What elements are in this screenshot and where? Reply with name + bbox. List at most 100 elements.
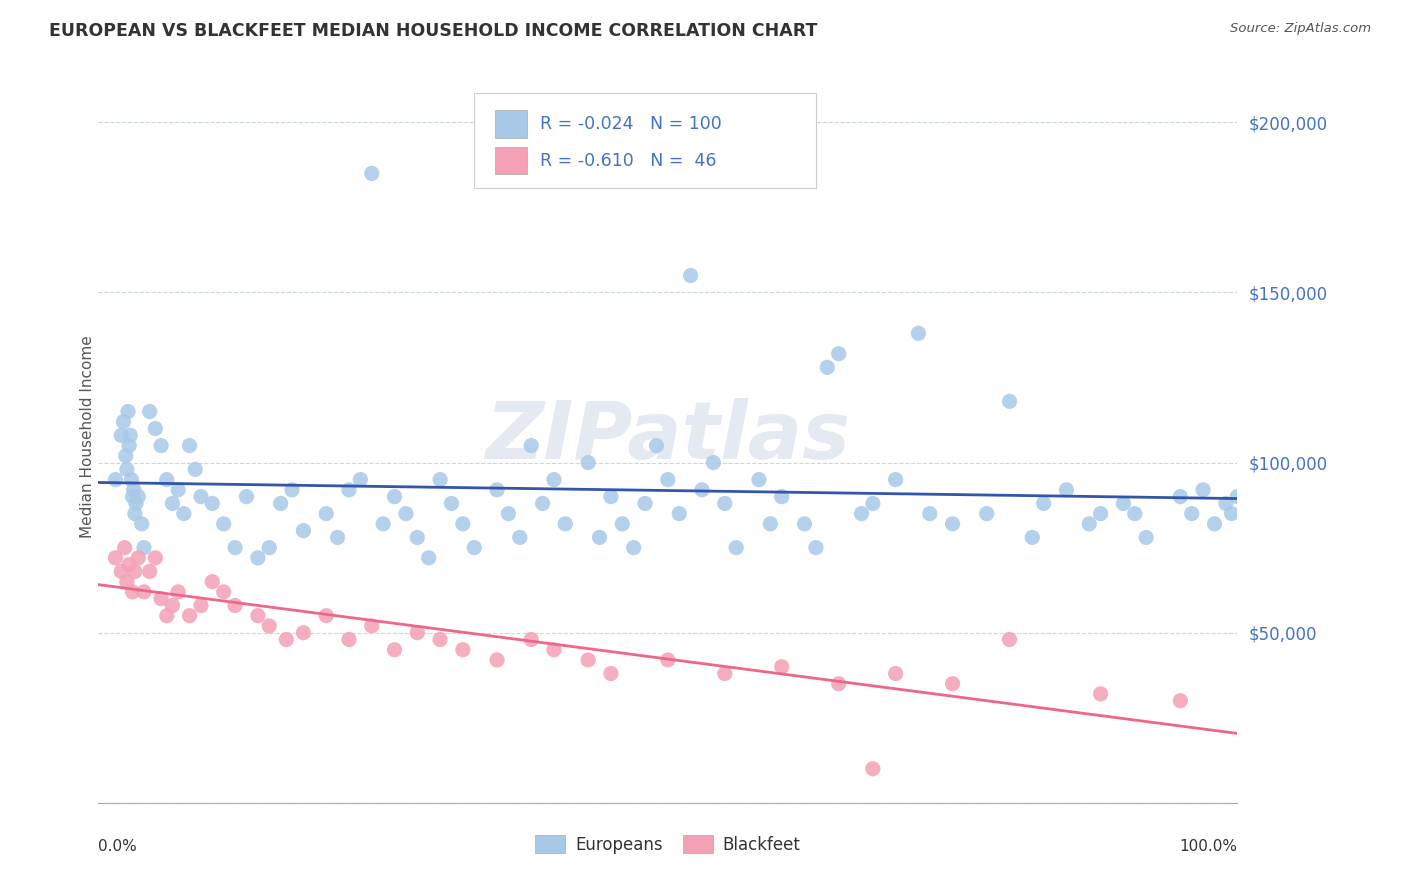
Point (259, 541, 281, 555)
Point (1220, 507, 1243, 521)
Point (173, 507, 195, 521)
Point (600, 666, 623, 681)
Point (645, 439, 668, 453)
Point (292, 625, 315, 640)
Point (124, 507, 146, 521)
Point (104, 473, 127, 487)
Point (862, 762, 884, 776)
Point (179, 608, 201, 623)
FancyBboxPatch shape (495, 110, 527, 138)
Point (759, 516, 782, 531)
Point (212, 516, 235, 531)
Point (998, 632, 1021, 647)
Point (138, 565, 160, 579)
Point (384, 642, 406, 657)
Point (576, 456, 599, 470)
Point (1170, 490, 1192, 504)
Point (179, 439, 201, 453)
Point (815, 360, 838, 375)
Point (942, 677, 965, 691)
Point (360, 619, 382, 633)
Point (127, 550, 149, 565)
Point (907, 326, 929, 341)
Point (270, 496, 292, 510)
Text: R = -0.024   N = 100: R = -0.024 N = 100 (540, 115, 723, 133)
Point (246, 550, 269, 565)
Point (1192, 483, 1215, 497)
Point (1090, 687, 1112, 701)
Point (690, 483, 713, 497)
Point (498, 507, 520, 521)
Point (1135, 531, 1157, 545)
Point (281, 483, 304, 497)
Point (451, 516, 474, 531)
Point (190, 599, 212, 613)
Point (576, 653, 599, 667)
Point (748, 473, 770, 487)
Point (702, 456, 724, 470)
Point (224, 599, 246, 613)
Point (121, 490, 143, 504)
Point (132, 585, 155, 599)
Point (162, 599, 184, 613)
Point (884, 473, 907, 487)
Point (276, 632, 298, 647)
Text: 0.0%: 0.0% (98, 839, 138, 855)
Point (1078, 516, 1101, 531)
Point (725, 541, 748, 555)
Point (125, 496, 148, 510)
Point (884, 666, 907, 681)
Point (167, 585, 190, 599)
Point (315, 507, 337, 521)
Point (145, 550, 167, 565)
Point (127, 490, 149, 504)
Point (1123, 507, 1146, 521)
Point (600, 490, 623, 504)
Point (851, 507, 873, 521)
Point (451, 642, 474, 657)
Point (998, 394, 1021, 409)
Point (337, 483, 360, 497)
Point (118, 439, 141, 453)
Point (1112, 496, 1135, 510)
Point (1032, 496, 1054, 510)
Point (138, 404, 160, 418)
Y-axis label: Median Household Income: Median Household Income (80, 335, 94, 539)
Point (259, 619, 281, 633)
Point (246, 608, 269, 623)
Point (117, 404, 139, 418)
Point (429, 473, 451, 487)
Point (679, 268, 702, 283)
Text: 100.0%: 100.0% (1180, 839, 1237, 855)
Point (156, 473, 179, 487)
Text: Source: ZipAtlas.com: Source: ZipAtlas.com (1230, 22, 1371, 36)
Point (554, 516, 576, 531)
Point (131, 516, 153, 531)
Point (804, 541, 827, 555)
Point (828, 347, 851, 361)
Point (543, 473, 565, 487)
Text: R = -0.610   N =  46: R = -0.610 N = 46 (540, 152, 717, 169)
Point (118, 558, 141, 572)
Point (1056, 483, 1078, 497)
Point (110, 565, 132, 579)
Point (150, 439, 173, 453)
Point (1181, 507, 1204, 521)
Point (486, 653, 509, 667)
Point (235, 490, 257, 504)
Point (976, 507, 998, 521)
Point (828, 677, 851, 691)
Point (224, 541, 246, 555)
Point (657, 473, 679, 487)
Point (1090, 507, 1112, 521)
Point (315, 608, 337, 623)
Point (1226, 490, 1249, 504)
Point (190, 490, 212, 504)
Point (360, 166, 382, 180)
Point (623, 541, 645, 555)
Text: EUROPEAN VS BLACKFEET MEDIAN HOUSEHOLD INCOME CORRELATION CHART: EUROPEAN VS BLACKFEET MEDIAN HOUSEHOLD I… (49, 22, 817, 40)
Point (440, 496, 463, 510)
Point (509, 531, 531, 545)
Point (184, 462, 207, 476)
Point (429, 632, 451, 647)
